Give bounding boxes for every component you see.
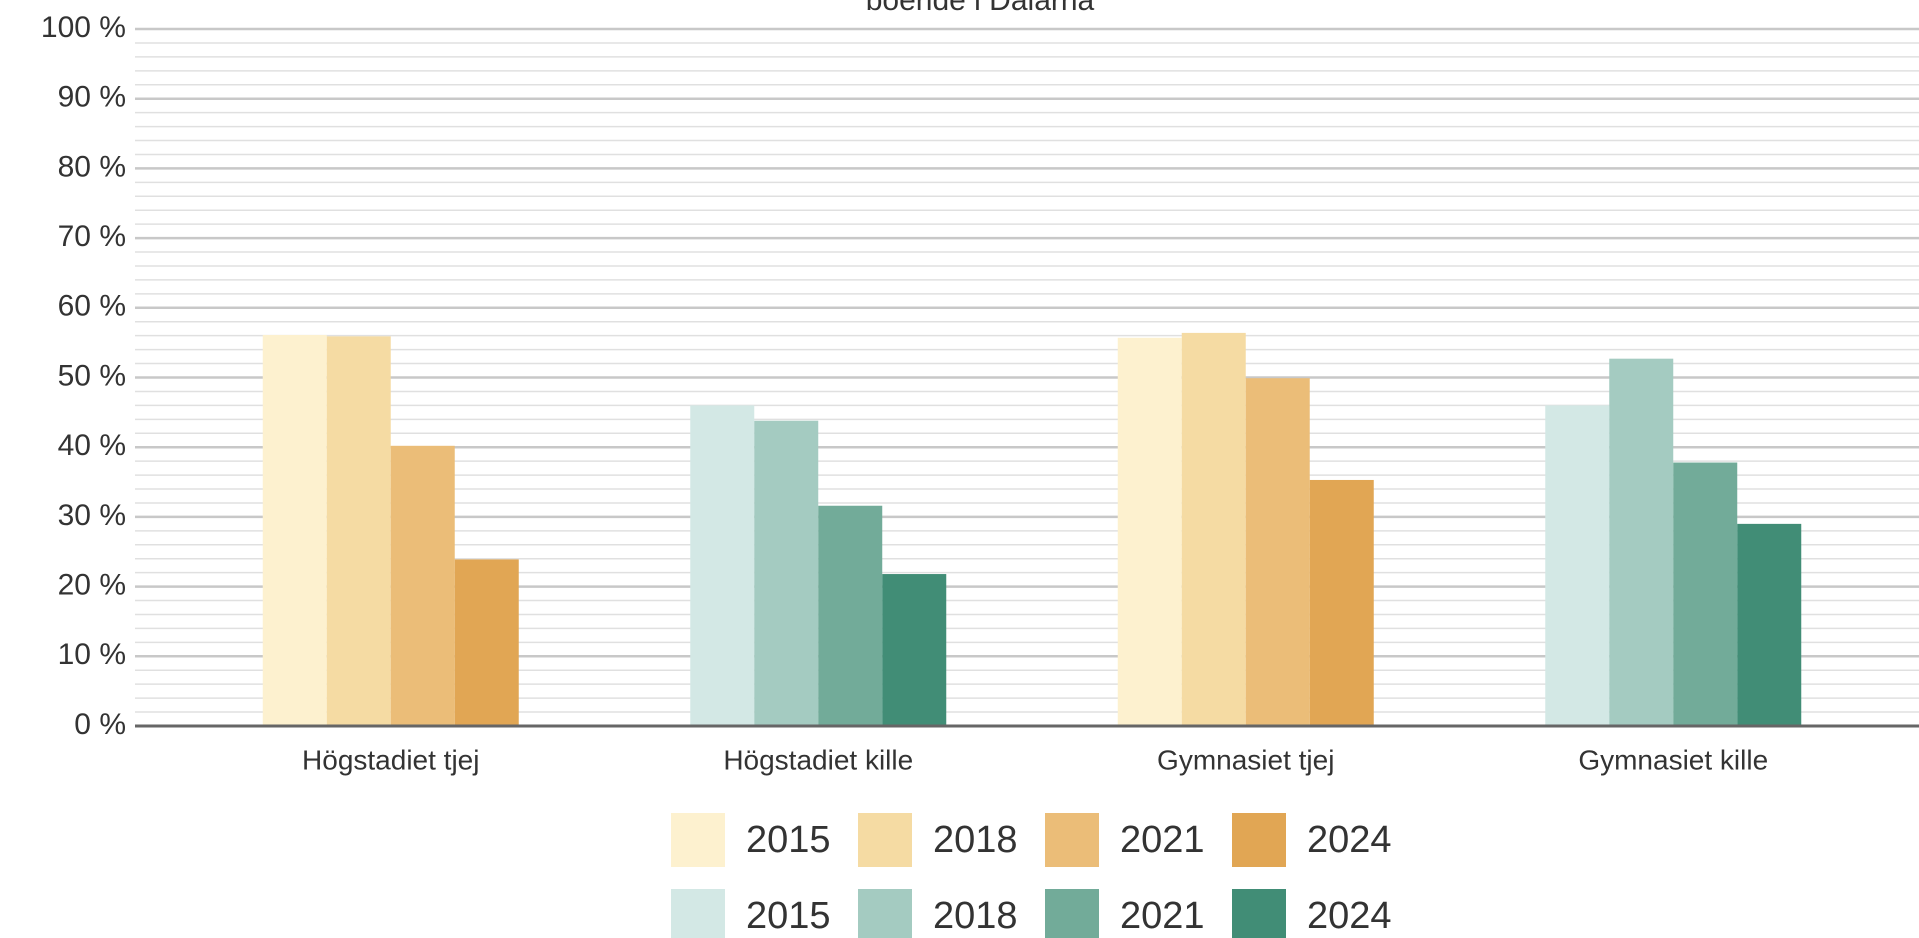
x-tick-label: Högstadiet kille xyxy=(723,744,913,775)
y-tick-label: 30 % xyxy=(58,499,126,532)
legend-swatch xyxy=(1232,813,1286,867)
legend-swatch xyxy=(671,889,725,938)
y-tick-label: 40 % xyxy=(58,429,126,462)
legend-label: 2021 xyxy=(1120,819,1205,861)
x-tick-label: Högstadiet tjej xyxy=(302,744,479,775)
bar xyxy=(690,405,755,726)
bar xyxy=(1181,332,1246,726)
bar xyxy=(454,559,519,726)
y-tick-label: 90 % xyxy=(58,81,126,114)
bar xyxy=(1673,462,1738,726)
legend-swatch xyxy=(1045,813,1099,867)
legend-swatch xyxy=(1232,889,1286,938)
bar xyxy=(1737,523,1802,726)
legend-swatch xyxy=(671,813,725,867)
y-tick-label: 100 % xyxy=(41,11,126,44)
chart-title: boende i Dalarna xyxy=(866,0,1095,17)
legend-label: 2015 xyxy=(746,819,831,861)
bar xyxy=(754,420,819,726)
y-tick-label: 50 % xyxy=(58,359,126,392)
bar xyxy=(326,336,391,726)
bar xyxy=(1545,405,1610,726)
legend-label: 2024 xyxy=(1307,819,1392,861)
bar xyxy=(1309,479,1374,726)
y-tick-label: 80 % xyxy=(58,150,126,183)
legend-label: 2018 xyxy=(933,895,1018,937)
bar xyxy=(818,505,883,726)
legend-label: 2024 xyxy=(1307,895,1392,937)
y-tick-label: 60 % xyxy=(58,290,126,323)
bar xyxy=(1609,358,1674,726)
legend-label: 2021 xyxy=(1120,895,1205,937)
legend-swatch xyxy=(858,889,912,938)
bar xyxy=(1117,337,1182,726)
legend-label: 2018 xyxy=(933,819,1018,861)
legend-label: 2015 xyxy=(746,895,831,937)
legend-swatch xyxy=(1045,889,1099,938)
y-tick-label: 0 % xyxy=(74,708,126,741)
legend-swatch xyxy=(858,813,912,867)
y-tick-label: 20 % xyxy=(58,569,126,602)
bar xyxy=(1245,378,1310,726)
y-tick-label: 10 % xyxy=(58,638,126,671)
y-tick-label: 70 % xyxy=(58,220,126,253)
bar xyxy=(390,445,455,726)
x-tick-label: Gymnasiet kille xyxy=(1578,744,1768,775)
x-tick-label: Gymnasiet tjej xyxy=(1157,744,1334,775)
bar xyxy=(262,334,327,726)
bar xyxy=(882,574,947,726)
